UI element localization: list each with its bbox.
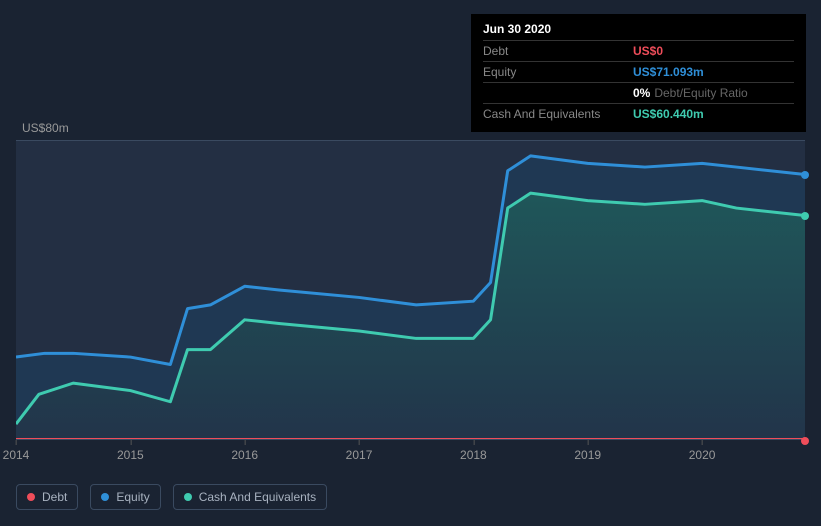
tooltip-date: Jun 30 2020	[483, 22, 794, 36]
legend-item-debt[interactable]: Debt	[16, 484, 78, 510]
x-tick: 2019	[574, 448, 601, 462]
x-tick: 2018	[460, 448, 487, 462]
x-tick: 2016	[231, 448, 258, 462]
x-tick: 2017	[346, 448, 373, 462]
chart-container: US$80m US$0 2014201520162017201820192020	[16, 120, 805, 450]
cash-endpoint-icon	[801, 212, 809, 220]
tooltip-row: Cash And EquivalentsUS$60.440m	[483, 103, 794, 124]
legend-item-cash[interactable]: Cash And Equivalents	[173, 484, 327, 510]
tooltip-row: EquityUS$71.093m	[483, 61, 794, 82]
tooltip-row-label: Cash And Equivalents	[483, 107, 633, 121]
x-tick: 2020	[689, 448, 716, 462]
tooltip-row-label: Equity	[483, 65, 633, 79]
tooltip-row-label: Debt	[483, 44, 633, 58]
tooltip-row-value: US$60.440m	[633, 107, 704, 121]
debt-endpoint-icon	[801, 437, 809, 445]
tooltip-row-value: US$71.093m	[633, 65, 704, 79]
y-axis-label-max: US$80m	[22, 121, 69, 135]
legend-label: Cash And Equivalents	[199, 490, 316, 504]
equity-dot-icon	[101, 493, 109, 501]
cash-dot-icon	[184, 493, 192, 501]
tooltip-row-label	[483, 86, 633, 100]
debt-dot-icon	[27, 493, 35, 501]
tooltip-row: 0% Debt/Equity Ratio	[483, 82, 794, 103]
legend: Debt Equity Cash And Equivalents	[16, 484, 327, 510]
hover-tooltip: Jun 30 2020 DebtUS$0EquityUS$71.093m0%De…	[471, 14, 806, 132]
plot-area[interactable]	[16, 140, 805, 440]
legend-item-equity[interactable]: Equity	[90, 484, 160, 510]
legend-label: Equity	[116, 490, 149, 504]
x-axis: 2014201520162017201820192020	[16, 448, 805, 468]
tooltip-row-suffix: Debt/Equity Ratio	[654, 86, 747, 100]
tooltip-row-value: 0%	[633, 86, 650, 100]
equity-endpoint-icon	[801, 171, 809, 179]
legend-label: Debt	[42, 490, 67, 504]
x-tick: 2014	[3, 448, 30, 462]
tooltip-row: DebtUS$0	[483, 40, 794, 61]
tooltip-row-value: US$0	[633, 44, 663, 58]
x-tick: 2015	[117, 448, 144, 462]
